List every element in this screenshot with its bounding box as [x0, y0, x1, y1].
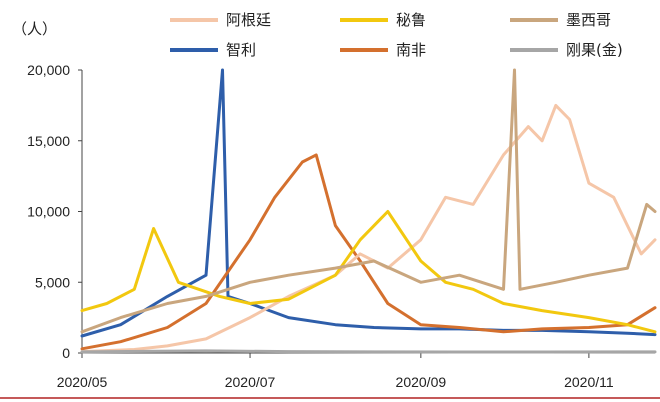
y-unit-label: （人）	[12, 20, 57, 38]
x-tick-label: 2020/07	[225, 374, 276, 390]
y-tick-label: 15,000	[27, 133, 70, 149]
series-line	[80, 68, 657, 338]
x-tick-label: 2020/11	[564, 374, 614, 390]
series-group	[80, 68, 657, 354]
legend-label: 南非	[396, 41, 426, 59]
legend-label: 刚果(金)	[566, 41, 623, 59]
y-tick-label: 0	[62, 345, 70, 361]
y-tick-label: 5,000	[35, 274, 70, 290]
series-line	[80, 349, 657, 354]
legend-label: 墨西哥	[566, 11, 611, 29]
x-axis: 2020/05 2020/07 2020/09 2020/11	[57, 352, 655, 390]
legend-label: 阿根廷	[226, 11, 271, 29]
y-tick-label: 10,000	[27, 204, 70, 220]
y-axis: 0 5,000 10,000 15,000 20,000	[27, 62, 83, 361]
legend-label: 秘鲁	[396, 11, 426, 29]
series-line	[80, 210, 657, 334]
series-line	[80, 153, 657, 351]
x-tick-label: 2020/09	[396, 374, 447, 390]
x-tick-label: 2020/05	[57, 374, 108, 390]
y-tick-label: 20,000	[27, 62, 70, 78]
series-line	[80, 68, 657, 334]
series-line	[80, 103, 657, 354]
legend-label: 智利	[226, 41, 256, 59]
